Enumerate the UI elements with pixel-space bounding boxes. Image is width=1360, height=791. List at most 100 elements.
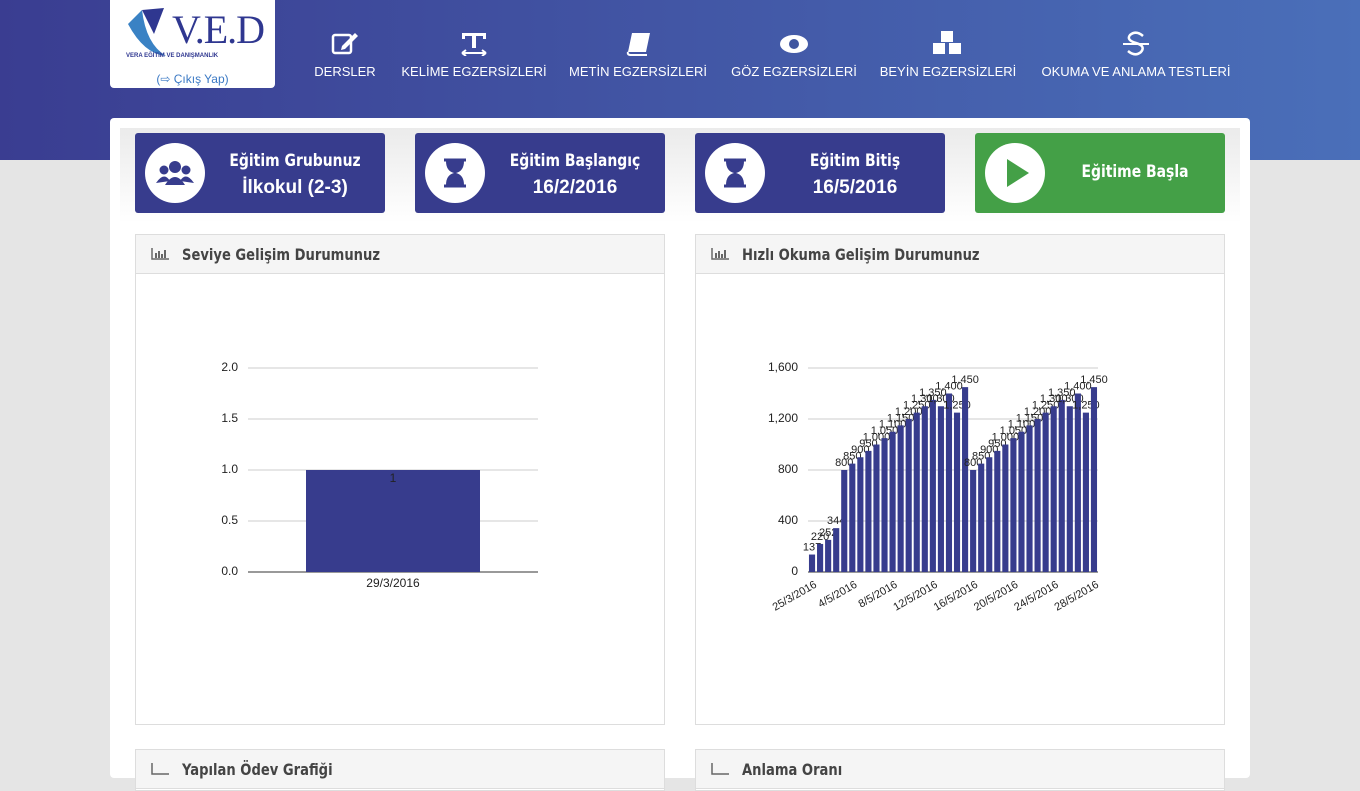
value-label: 1 (390, 471, 397, 485)
nav-icon (933, 31, 961, 54)
nav-item[interactable]: KELİME EGZERSİZLERİ (400, 30, 548, 79)
info-card: Eğitim Bitiş 16/5/2016 (695, 133, 945, 213)
panel-icon (711, 248, 729, 260)
panel: Anlama Oranı (695, 749, 1225, 791)
bar (962, 387, 969, 572)
card-label: Eğitim Grubunuz (229, 151, 361, 171)
panel-title: Hızlı Okuma Gelişim Durumunuz (742, 245, 980, 264)
bar (978, 463, 985, 572)
card-value: İlkokul (2-3) (242, 177, 348, 198)
bar (849, 463, 856, 572)
bar (881, 438, 888, 572)
bar (913, 412, 920, 572)
y-tick-label: 2.0 (221, 360, 238, 374)
value-label: 850 (972, 451, 990, 463)
panel-icon (151, 763, 169, 775)
play-icon (1007, 159, 1029, 187)
value-label: 950 (988, 438, 1006, 450)
y-tick-label: 400 (778, 513, 798, 527)
nav-item[interactable]: DERSLER (305, 30, 385, 79)
y-tick-label: 1,600 (768, 360, 798, 374)
chart-panel: Hızlı Okuma Gelişim Durumunuz 0 400 800 1,2… (695, 234, 1225, 725)
panel: Yapılan Ödev Grafiği (135, 749, 665, 791)
value-label: 252 (819, 527, 837, 539)
bar (1050, 406, 1057, 572)
card-value: 16/5/2016 (812, 177, 898, 198)
panel-icon (151, 248, 169, 260)
logo-icon (128, 8, 166, 56)
logo-subtitle: VERA EĞİTİM VE DANIŞMANLIK (126, 53, 219, 59)
bar (921, 406, 928, 572)
nav-label: DERSLER (314, 64, 376, 79)
card-icon (724, 158, 746, 188)
nav-item[interactable]: BEYİN EGZERSİZLERİ (878, 30, 1018, 79)
bar (825, 539, 832, 572)
logout[interactable]: (⇨ Çıkış Yap) (156, 72, 229, 86)
y-tick-label: 0.0 (221, 564, 238, 578)
bar (817, 543, 824, 572)
bar (929, 399, 936, 572)
nav-item[interactable]: GÖZ EGZERSİZLERİ (728, 30, 860, 79)
value-label: 1,450 (1080, 374, 1108, 386)
bar (865, 450, 872, 572)
nav-label: GÖZ EGZERSİZLERİ (731, 64, 857, 79)
x-tick-label: 28/5/2016 (1053, 579, 1101, 614)
bar (1010, 438, 1017, 572)
chart-panel: Seviye Gelişim Durumunuz 0.0 0.5 1.0 1.5 2.0… (135, 234, 665, 725)
panel-title: Yapılan Ödev Grafiği (182, 760, 333, 779)
nav-item[interactable]: METİN EGZERSİZLERİ (565, 30, 711, 79)
start-button[interactable]: Eğitime Başla (975, 133, 1225, 213)
nav-label: BEYİN EGZERSİZLERİ (879, 64, 1017, 79)
logo-title: V.E.D (172, 7, 265, 52)
nav-icon (1123, 31, 1149, 56)
nav-icon (780, 35, 808, 53)
logo[interactable]: V.E.D VERA EĞİTİM VE DANIŞMANLIK (⇨ Çıkı… (110, 0, 275, 88)
nav-label: KELİME EGZERSİZLERİ (401, 64, 547, 79)
value-label: 900 (851, 444, 869, 456)
value-label: 1,400 (1064, 380, 1092, 392)
x-tick-label: 16/5/2016 (932, 579, 980, 614)
bar (986, 457, 993, 572)
bar (970, 470, 977, 572)
nav-label: METİN EGZERSİZLERİ (569, 64, 707, 79)
y-tick-label: 1.5 (221, 411, 238, 425)
nav-label: OKUMA VE ANLAMA TESTLERİ (1041, 64, 1231, 79)
value-label: 1,350 (919, 387, 947, 399)
value-label: 800 (835, 457, 853, 469)
bar (889, 431, 896, 572)
x-tick-label: 24/5/2016 (1012, 579, 1060, 614)
logout-text: Çıkış Yap (173, 72, 225, 86)
bar (1090, 387, 1098, 572)
bar (306, 470, 480, 572)
card-icon (444, 158, 466, 188)
bar (1034, 419, 1041, 572)
bar (937, 406, 944, 572)
x-tick-label: 4/5/2016 (816, 579, 859, 611)
bar (1002, 444, 1009, 572)
value-label: 344 (827, 515, 845, 527)
x-tick-label: 12/5/2016 (891, 579, 939, 614)
bar (808, 554, 816, 572)
bar (1026, 425, 1033, 572)
y-tick-label: 1.0 (221, 462, 238, 476)
bar (841, 470, 848, 572)
bar (873, 444, 880, 572)
bar (905, 419, 912, 572)
bar (1018, 431, 1025, 572)
value-label: 1,350 (1048, 387, 1076, 399)
y-tick-label: 0.5 (221, 513, 238, 527)
card-icon (156, 161, 194, 185)
value-label: 850 (843, 451, 861, 463)
card-label: Eğitim Başlangıç (509, 151, 641, 171)
panel-title: Seviye Gelişim Durumunuz (182, 245, 380, 264)
nav-item[interactable]: OKUMA VE ANLAMA TESTLERİ (1036, 30, 1236, 79)
y-tick-label: 1,200 (768, 411, 798, 425)
x-tick-label: 25/3/2016 (771, 579, 819, 614)
value-label: 950 (859, 438, 877, 450)
panel-icon (711, 763, 729, 775)
card-value: 16/2/2016 (532, 177, 618, 198)
bar (1042, 412, 1049, 572)
nav-icon (461, 33, 487, 56)
bar (945, 393, 953, 572)
